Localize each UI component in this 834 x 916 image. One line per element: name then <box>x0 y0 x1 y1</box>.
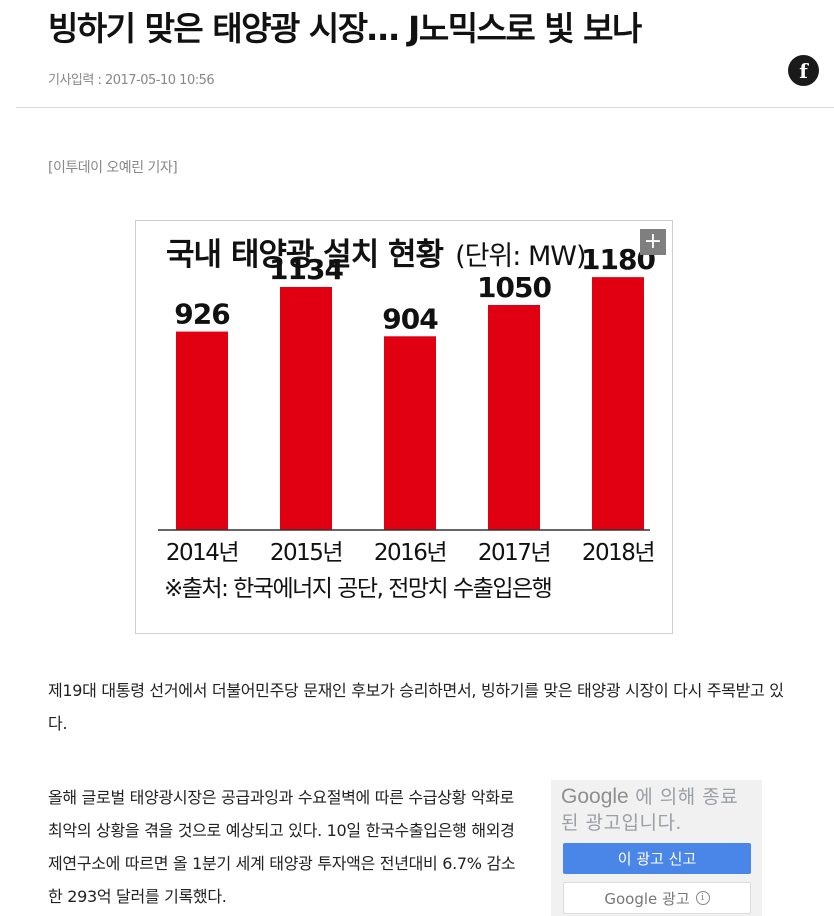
ad-closed-box: Google 에 의해 종료된 광고입니다. 이 광고 신고 Google 광고… <box>551 780 762 916</box>
chart-bar <box>384 336 436 530</box>
chart-unit: (단위: MW) <box>455 241 585 272</box>
info-icon: i <box>695 891 710 905</box>
chart-source: ※출처: 한국에너지 공단, 전망치 수출입은행 <box>164 576 551 602</box>
google-ads-button[interactable]: Google 광고 i <box>563 882 751 914</box>
article-date: 기사입력 : 2017-05-10 10:56 <box>48 73 215 88</box>
chart-data-label: 904 <box>382 302 438 335</box>
header-divider <box>16 107 834 108</box>
report-ad-button[interactable]: 이 광고 신고 <box>563 843 751 874</box>
bar-chart: 국내 태양광 설치 현황 (단위: MW) 926 2014년 1134 2015년 904… <box>158 237 656 602</box>
chart-category-label: 2015년 <box>270 540 342 566</box>
plus-icon: + <box>643 229 663 254</box>
chart-bar <box>592 277 644 530</box>
chart-data-label: 926 <box>174 298 229 331</box>
expand-image-button[interactable]: + <box>640 229 666 255</box>
chart-data-label: 1050 <box>477 271 551 304</box>
chart-category-label: 2014년 <box>166 540 238 566</box>
chart-data-label: 1134 <box>269 253 343 286</box>
ad-closed-text: 에 의해 종료된 광고입니다. <box>561 786 739 834</box>
google-ads-label: Google 광고 <box>604 889 690 908</box>
google-wordmark: Google <box>561 785 629 808</box>
facebook-share-button[interactable]: f <box>788 55 819 86</box>
chart-bar <box>176 331 228 530</box>
article-figure: 국내 태양광 설치 현황 (단위: MW) 926 2014년 1134 2015년 904… <box>135 220 673 634</box>
article-headline: 빙하기 맞은 태양광 시장… J노믹스로 빛 보나 <box>48 9 642 48</box>
chart-category-label: 2018년 <box>582 540 654 566</box>
chart-category-label: 2017년 <box>478 540 550 566</box>
chart-bar <box>280 287 332 530</box>
ad-closed-message: Google 에 의해 종료된 광고입니다. <box>561 784 756 836</box>
chart-category-label: 2016년 <box>374 540 446 566</box>
chart-title: 국내 태양광 설치 현황 <box>166 237 444 273</box>
chart-bar <box>488 305 540 530</box>
article-paragraph-1: 제19대 대통령 선거에서 더불어민주당 문재인 후보가 승리하면서, 빙하기를… <box>48 681 784 733</box>
reporter-byline: [이투데이 오예린 기자] <box>48 160 178 176</box>
facebook-icon: f <box>799 58 808 83</box>
article-paragraph-2: 올해 글로벌 태양광시장은 공급과잉과 수요절벽에 따른 수급상황 악화로 최악… <box>48 788 516 906</box>
